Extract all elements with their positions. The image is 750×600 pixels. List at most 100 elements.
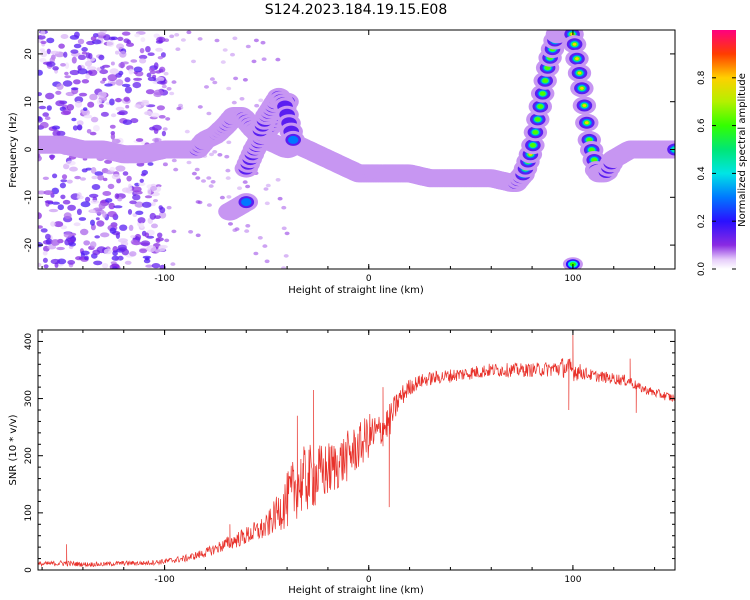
heatmap-noise-blob <box>46 105 52 111</box>
heatmap-noise-blob <box>130 118 139 124</box>
heatmap-noise-blob <box>71 87 79 91</box>
heatmap-noise-blob <box>130 59 138 63</box>
y-tick-label: 0 <box>24 567 34 573</box>
heatmap-noise-blob <box>180 38 186 42</box>
heatmap-noise-blob <box>55 100 65 107</box>
heatmap-noise-blob <box>39 48 46 52</box>
heatmap-noise-blob <box>102 263 109 269</box>
heatmap-ridge-cell <box>534 117 541 122</box>
y-tick-label: 10 <box>24 96 34 108</box>
heatmap-ridge-cell <box>577 71 582 75</box>
heatmap-noise-blob <box>89 193 99 198</box>
heatmap-noise-blob <box>46 61 56 67</box>
heatmap-noise-blob <box>153 89 164 96</box>
heatmap-noise-blob <box>53 221 64 228</box>
heatmap-noise-blob <box>217 153 223 157</box>
heatmap-noise-blob <box>93 260 103 266</box>
heatmap-noise-blob <box>161 130 166 137</box>
heatmap-noise-blob <box>162 127 168 131</box>
heatmap-noise-blob <box>144 195 153 199</box>
heatmap-noise-blob <box>89 131 97 136</box>
heatmap-ridge-cell <box>580 86 584 90</box>
heatmap-noise-blob <box>81 79 90 84</box>
heatmap-noise-blob <box>230 52 235 57</box>
heatmap-noise-blob <box>121 187 131 193</box>
heatmap-noise-blob <box>87 101 95 108</box>
heatmap-noise-blob <box>45 92 55 100</box>
heatmap-noise-blob <box>124 86 132 94</box>
y-tick-label: -10 <box>24 190 34 205</box>
heatmap-noise-blob <box>155 184 162 188</box>
heatmap-noise-blob <box>67 260 76 265</box>
heatmap-noise-blob <box>186 30 192 35</box>
heatmap-noise-blob <box>109 227 117 234</box>
heatmap-noise-blob <box>64 75 71 79</box>
heatmap-noise-blob <box>111 138 121 144</box>
x-tick-label: -100 <box>154 274 175 284</box>
colorbar-tick-label: 0.0 <box>697 262 707 277</box>
heatmap-noise-blob <box>38 69 43 76</box>
heatmap-noise-blob <box>140 101 150 106</box>
heatmap-noise-blob <box>140 173 146 177</box>
colorbar-gradient <box>712 30 736 269</box>
heatmap-noise-blob <box>60 179 68 183</box>
heatmap-noise-blob <box>149 212 156 220</box>
heatmap-noise-blob <box>140 240 151 247</box>
heatmap-noise-blob <box>67 204 76 211</box>
heatmap-noise-blob <box>212 150 218 154</box>
heatmap-noise-blob <box>225 168 231 173</box>
heatmap-noise-blob <box>42 112 49 117</box>
heatmap-noise-blob <box>100 200 107 204</box>
heatmap-noise-blob <box>63 232 73 238</box>
heatmap-noise-blob <box>132 194 141 201</box>
heatmap-ridge-cell <box>532 130 539 135</box>
heatmap-ridge-cell <box>537 104 544 109</box>
heatmap-noise-blob <box>191 59 196 64</box>
heatmap-noise-blob <box>146 72 152 78</box>
heatmap-noise-blob <box>134 201 144 208</box>
heatmap-noise-blob <box>139 222 145 229</box>
heatmap-noise-blob <box>169 91 175 96</box>
heatmap-noise-blob <box>277 196 283 201</box>
heatmap-noise-blob <box>99 69 109 75</box>
heatmap-noise-blob <box>134 104 142 108</box>
heatmap-noise-blob <box>105 198 113 203</box>
y-tick-label: 400 <box>24 333 34 350</box>
heatmap-noise-blob <box>115 50 120 55</box>
heatmap-noise-blob <box>206 111 212 116</box>
heatmap-noise-blob <box>106 40 115 47</box>
heatmap-noise-blob <box>102 211 107 218</box>
heatmap-noise-blob <box>265 183 271 188</box>
heatmap-noise-blob <box>284 231 290 236</box>
heatmap-noise-blob <box>121 248 129 256</box>
snr-y-label: SNR (10 * v/v) <box>8 414 19 485</box>
heatmap-noise-blob <box>39 58 47 63</box>
heatmap-noise-blob <box>160 52 166 58</box>
heatmap-noise-blob <box>73 222 81 227</box>
heatmap-ridge-cell <box>585 121 589 125</box>
heatmap-noise-blob <box>157 56 164 60</box>
heatmap-noise-blob <box>38 105 47 110</box>
heatmap-noise-blob <box>263 187 269 191</box>
heatmap-noise-blob <box>153 128 159 134</box>
heatmap-noise-blob <box>261 57 267 61</box>
heatmap-noise-blob <box>47 244 57 250</box>
heatmap-noise-blob <box>161 84 167 89</box>
heatmap-noise-blob <box>50 221 56 227</box>
heatmap-noise-blob <box>225 176 231 180</box>
heatmap-noise-blob <box>224 154 230 159</box>
heatmap-noise-blob <box>109 98 115 106</box>
heatmap-noise-blob <box>85 196 91 203</box>
heatmap-noise-blob <box>87 69 98 76</box>
heatmap-noise-blob <box>153 33 160 39</box>
heatmap-noise-blob <box>48 208 59 213</box>
heatmap-noise-blob <box>195 233 201 238</box>
heatmap-noise-blob <box>188 230 194 234</box>
heatmap-noise-blob <box>68 242 76 247</box>
heatmap-noise-blob <box>46 48 51 55</box>
heatmap-noise-blob <box>212 80 218 85</box>
heatmap-noise-blob <box>119 224 128 231</box>
heatmap-noise-blob <box>275 57 281 62</box>
heatmap-ridge-cell <box>586 137 593 143</box>
heatmap-noise-blob <box>99 66 105 70</box>
